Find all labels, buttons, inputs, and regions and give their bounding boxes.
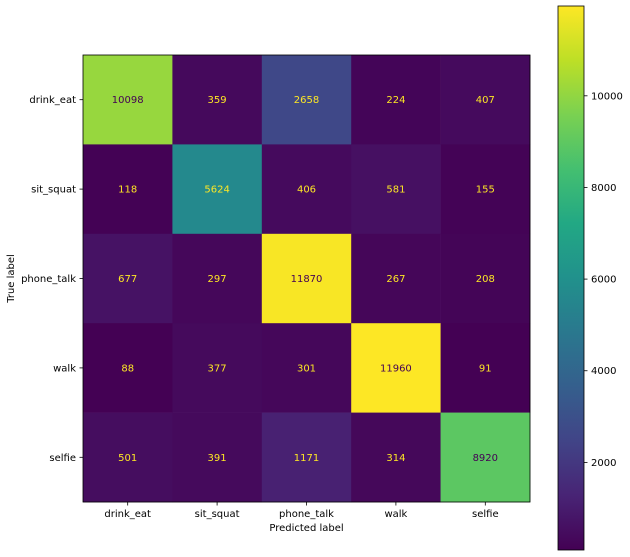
cell-value-label: 5624 [204,185,229,196]
cell-value-label: 118 [118,185,137,196]
cell-value-label: 10098 [112,95,144,106]
x-tick-label: sit_squat [195,509,240,520]
cell-value-label: 155 [476,185,495,196]
cell-value-label: 11960 [380,363,412,374]
cell-value-label: 88 [121,363,134,374]
colorbar-tick-label: 6000 [591,275,616,286]
heatmap-cell [440,144,531,235]
heatmap-cell [83,412,173,503]
x-tick-label: selfie [472,509,499,520]
heatmap-cell [351,55,441,145]
cell-value-labels: 10098 359 2658 224 407 118 5624 406 581 155 677 297… [112,95,498,464]
colorbar [557,5,585,551]
x-tick-label: phone_talk [279,509,334,520]
cell-value-label: 501 [118,453,137,464]
colorbar-tick-label: 2000 [591,458,616,469]
y-tick-label: drink_eat [29,95,76,106]
heatmap-cell [172,323,263,413]
heatmap-cell [351,412,441,503]
y-tick-label: walk [53,363,76,374]
heatmap-cell [351,323,441,413]
cell-value-label: 224 [386,95,405,106]
cell-value-label: 208 [476,274,495,285]
cell-value-label: 406 [297,185,316,196]
x-axis-ticks: drink_eat sit_squat phone_talk walk selfie [104,502,499,520]
cell-value-label: 297 [208,274,227,285]
heatmap-cell [83,55,173,145]
cell-value-label: 581 [386,185,405,196]
heatmap-cell [261,323,352,413]
cell-value-label: 407 [476,95,495,106]
cell-value-label: 301 [297,363,316,374]
y-tick-label: phone_talk [21,274,76,285]
y-axis-label: True label [6,254,17,304]
heatmap-cell [440,55,531,145]
cell-value-label: 359 [208,95,227,106]
heatmap-cell [261,144,352,235]
cell-value-label: 314 [386,453,405,464]
heatmap-cell [172,233,263,324]
heatmap-cell [172,412,263,503]
cell-value-label: 391 [208,453,227,464]
y-tick-label: sit_squat [31,185,76,196]
cell-value-label: 91 [479,363,492,374]
cell-value-label: 1171 [294,453,319,464]
heatmap-cell [440,412,531,503]
heatmap-cell [83,323,173,413]
heatmap-cell [440,233,531,324]
cell-value-label: 267 [386,274,405,285]
cell-value-label: 11870 [291,274,323,285]
colorbar-tick-label: 8000 [591,183,616,194]
heatmap-cell [351,144,441,235]
heatmap-cell [172,144,263,235]
x-axis-label: Predicted label [269,523,343,534]
cell-value-label: 677 [118,274,137,285]
heatmap-cell [351,233,441,324]
heatmap-cell [261,55,352,145]
y-tick-label: selfie [49,453,76,464]
x-tick-label: drink_eat [104,509,151,520]
cell-value-label: 8920 [473,453,498,464]
heatmap-cell [440,323,531,413]
heatmap-cells [83,55,531,503]
heatmap-cell [83,233,173,324]
heatmap-cell [261,233,352,324]
heatmap-cell [83,144,173,235]
colorbar-tick-label: 10000 [591,91,623,102]
heatmap-cell [172,55,263,145]
colorbar-tick-label: 4000 [591,366,616,377]
cell-value-label: 2658 [294,95,319,106]
cell-value-label: 377 [208,363,227,374]
x-tick-label: walk [384,509,407,520]
colorbar-ticks: 2000 4000 6000 8000 10000 [584,91,623,469]
heatmap-cell [261,412,352,503]
